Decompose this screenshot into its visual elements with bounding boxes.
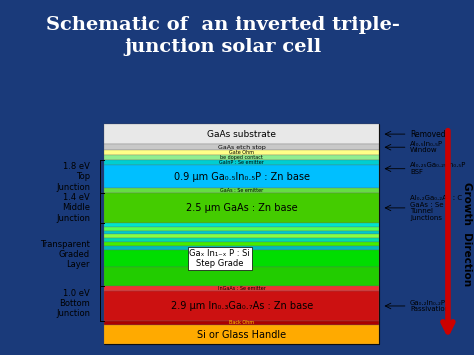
Bar <box>104 325 379 344</box>
Bar <box>104 246 379 250</box>
Text: Growth  Direction: Growth Direction <box>462 182 472 286</box>
Text: Schematic of  an inverted triple-
junction solar cell: Schematic of an inverted triple- junctio… <box>46 16 400 56</box>
Bar <box>104 160 379 165</box>
Text: 1.0 eV
Bottom
Junction: 1.0 eV Bottom Junction <box>56 289 90 318</box>
Bar <box>104 155 379 160</box>
Text: Back Ohm: Back Ohm <box>229 320 255 325</box>
Text: Si or Glass Handle: Si or Glass Handle <box>197 329 286 339</box>
Bar <box>104 124 379 344</box>
Bar <box>104 188 379 193</box>
Text: 1.4 eV
Middle
Junction: 1.4 eV Middle Junction <box>56 193 90 223</box>
Bar <box>104 151 379 155</box>
Text: Al₀.₂₅Ga₀.₂₅In₀.₅P
BSF: Al₀.₂₅Ga₀.₂₅In₀.₅P BSF <box>410 163 466 175</box>
Bar <box>104 223 379 226</box>
Text: Ga₀.₂In₀.₂P
Passivation: Ga₀.₂In₀.₂P Passivation <box>410 300 449 312</box>
Text: be doped contact: be doped contact <box>220 155 263 160</box>
Text: 2.9 μm In₀.₃Ga₀.₇As : Zn base: 2.9 μm In₀.₃Ga₀.₇As : Zn base <box>171 301 313 311</box>
Text: InGaAs : Se emitter: InGaAs : Se emitter <box>218 286 266 291</box>
Text: GaAs etch stop: GaAs etch stop <box>218 145 265 150</box>
Bar <box>104 165 379 188</box>
Bar <box>104 239 379 242</box>
Bar <box>104 291 379 321</box>
Text: GaAs substrate: GaAs substrate <box>207 130 276 138</box>
Text: Al₀.₅In₀.₅P
Window: Al₀.₅In₀.₅P Window <box>410 141 443 153</box>
Bar <box>104 250 379 267</box>
Text: 2.5 μm GaAs : Zn base: 2.5 μm GaAs : Zn base <box>186 203 298 213</box>
Bar <box>104 286 379 291</box>
Text: GaInP : Se emitter: GaInP : Se emitter <box>219 160 264 165</box>
Bar <box>104 321 379 325</box>
Text: Transparent
Graded
Layer: Transparent Graded Layer <box>40 240 90 269</box>
Text: Removed: Removed <box>410 130 446 138</box>
Text: Al₀.₂Ga₀.₂As : C
GaAs : Se
Tunnel
Junctions: Al₀.₂Ga₀.₂As : C GaAs : Se Tunnel Juncti… <box>410 195 462 221</box>
Bar <box>104 124 379 144</box>
Bar <box>104 144 379 151</box>
Bar <box>104 242 379 246</box>
Bar <box>104 230 379 234</box>
Bar <box>104 234 379 239</box>
Text: Gate Ohm: Gate Ohm <box>229 151 254 155</box>
Bar <box>104 193 379 223</box>
Text: GaAs : Se emitter: GaAs : Se emitter <box>220 188 264 193</box>
Text: 1.8 eV
Top
Junction: 1.8 eV Top Junction <box>56 162 90 192</box>
Text: Gaₓ In₁₋ₓ P : Si
Step Grade: Gaₓ In₁₋ₓ P : Si Step Grade <box>190 249 250 268</box>
Text: 0.9 μm Ga₀.₅In₀.₅P : Zn base: 0.9 μm Ga₀.₅In₀.₅P : Zn base <box>174 172 310 182</box>
Bar <box>104 267 379 286</box>
Bar <box>104 226 379 230</box>
